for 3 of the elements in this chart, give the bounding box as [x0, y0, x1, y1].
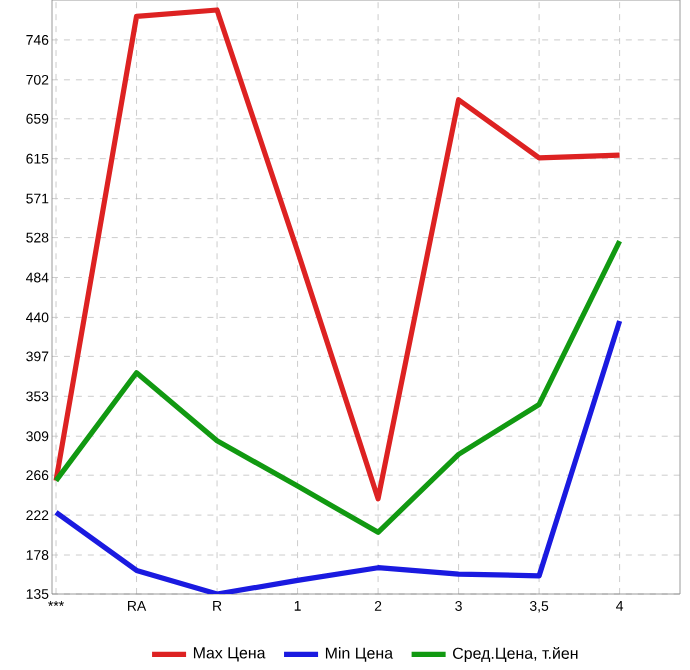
line-series: [53, 318, 623, 594]
line-series: [53, 7, 623, 502]
line-series: [53, 238, 623, 535]
